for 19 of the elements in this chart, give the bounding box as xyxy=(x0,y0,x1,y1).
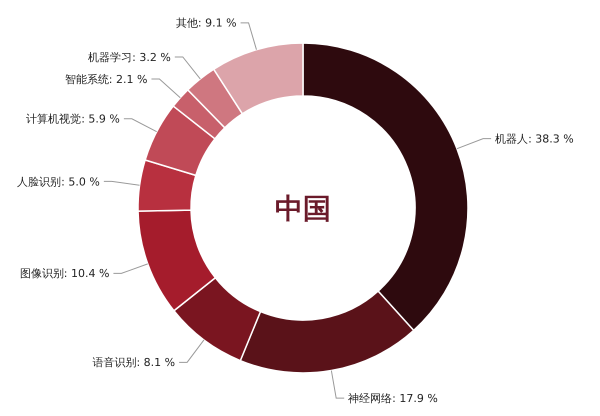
data-label: : 9.1 % xyxy=(198,16,237,30)
data-label: : 5.9 % xyxy=(81,112,120,126)
slice-label: 智能系统 xyxy=(64,72,109,86)
slice-label: 神经网络 xyxy=(348,392,392,405)
slice-label: 人脸识别 xyxy=(17,175,62,188)
slice-label: 机器学习 xyxy=(88,50,132,64)
text: 中国 xyxy=(275,192,331,225)
slice-label: 其他 xyxy=(176,16,198,30)
data-label: : 8.1 % xyxy=(136,356,176,370)
data-label: : 38.3 % xyxy=(528,132,574,146)
slice-label: 机器人 xyxy=(495,132,528,146)
data-label: : 5.0 % xyxy=(61,175,100,188)
slice-label: 计算机视觉 xyxy=(26,112,82,126)
data-label: : 2.1 % xyxy=(108,72,148,86)
slice-label: 语音识别 xyxy=(92,356,136,370)
data-label: : 10.4 % xyxy=(64,267,110,280)
slice-label: 图像识别 xyxy=(20,267,64,280)
data-label: : 3.2 % xyxy=(132,50,171,64)
data-label: : 17.9 % xyxy=(392,392,438,405)
